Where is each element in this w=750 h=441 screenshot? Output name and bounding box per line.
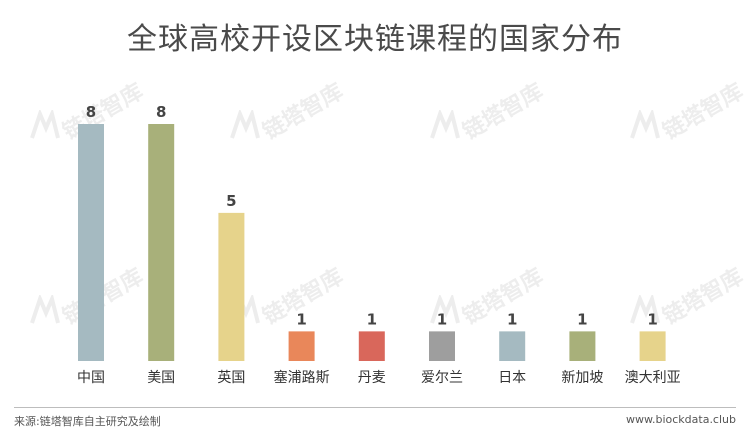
site-url: www.biockdata.club	[626, 413, 736, 426]
bar-1	[148, 124, 175, 361]
value-label-2: 5	[226, 192, 236, 210]
category-label-6: 日本	[498, 370, 526, 386]
value-label-0: 8	[86, 103, 96, 121]
watermark-logo-icon	[630, 292, 660, 324]
category-label-1: 美国	[147, 370, 175, 386]
category-label-2: 英国	[217, 369, 245, 386]
category-label-4: 丹麦	[358, 370, 386, 386]
category-label-8: 澳大利亚	[625, 370, 681, 386]
watermark-logo-icon	[30, 107, 60, 139]
category-label-7: 新加坡	[561, 370, 603, 386]
bar-5	[429, 331, 455, 361]
value-label-5: 1	[437, 310, 447, 328]
value-label-6: 1	[507, 310, 517, 328]
category-label-5: 爱尔兰	[421, 370, 463, 386]
bar-4	[358, 331, 385, 361]
watermark-logo-icon	[430, 292, 460, 324]
value-label-4: 1	[367, 310, 377, 328]
watermark-logo-icon	[430, 107, 460, 139]
bar-6	[499, 331, 526, 361]
bar-chart: 8 中国 8 美国 5 英国 1 塞浦路斯 1 丹麦 1 爱尔兰 1 日本 1 新加坡 1 澳大利亚	[77, 103, 681, 386]
source-note: 来源:链塔智库自主研究及绘制	[14, 415, 161, 428]
value-label-7: 1	[577, 310, 587, 328]
watermark-logo: 链塔智库	[230, 79, 348, 145]
watermark-logo-icon	[230, 107, 260, 139]
watermark-logo: 链塔智库	[430, 79, 548, 145]
bar-0	[78, 124, 104, 361]
bar-8	[639, 331, 666, 361]
value-label-8: 1	[647, 310, 657, 328]
watermark-logo: 链塔智库	[430, 264, 548, 330]
category-label-3: 塞浦路斯	[274, 369, 330, 386]
watermark-logo: 链塔智库	[30, 264, 148, 330]
watermark-logo-icon	[630, 107, 660, 139]
bar-7	[569, 331, 596, 361]
footer-divider	[14, 407, 736, 408]
bar-2	[218, 212, 245, 361]
bar-3	[288, 331, 315, 361]
watermark-logo: 链塔智库	[630, 79, 748, 145]
value-label-1: 8	[156, 103, 166, 121]
chart-title: 全球高校开设区块链课程的国家分布	[127, 22, 623, 57]
watermark-logo: 链塔智库	[630, 264, 748, 330]
watermark-logo: 链塔智库	[30, 79, 148, 145]
watermark-logo-icon	[30, 292, 60, 324]
value-label-3: 1	[296, 310, 306, 328]
category-label-0: 中国	[77, 370, 105, 386]
